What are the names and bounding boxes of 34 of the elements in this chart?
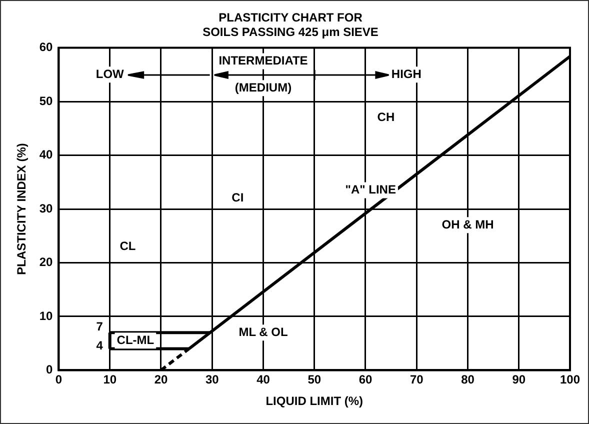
x-tick-label: 10 bbox=[103, 372, 117, 387]
x-tick-label: 40 bbox=[256, 372, 270, 387]
y-tick-label: 0 bbox=[46, 362, 54, 377]
annotation: ML & OL bbox=[238, 324, 288, 339]
annotation: CL bbox=[120, 238, 136, 253]
annotation: 7 bbox=[96, 320, 104, 334]
x-tick-label: 0 bbox=[55, 372, 62, 387]
annotation: HIGH bbox=[391, 66, 422, 81]
x-tick-label: 60 bbox=[358, 372, 372, 387]
y-tick-label: 10 bbox=[39, 308, 54, 323]
annotation: LOW bbox=[96, 66, 125, 81]
annotation: 4 bbox=[96, 338, 104, 352]
x-tick-label: 70 bbox=[410, 372, 424, 387]
annotation: "A" LINE bbox=[345, 182, 396, 197]
annotation: CL-ML bbox=[116, 332, 154, 347]
y-tick-label: 50 bbox=[39, 94, 54, 108]
x-tick-label: 20 bbox=[154, 372, 168, 387]
annotation: CI bbox=[232, 190, 244, 205]
x-tick-label: 80 bbox=[461, 372, 475, 387]
y-tick-label: 60 bbox=[39, 40, 54, 54]
x-axis-title: LIQUID LIMIT (%) bbox=[266, 394, 364, 408]
x-tick-label: 30 bbox=[205, 372, 220, 387]
annotation: OH & MH bbox=[442, 217, 494, 232]
y-tick-label: 30 bbox=[39, 201, 54, 216]
chart-title: PLASTICITY CHART FOR SOILS PASSING 425 μm SIEVE bbox=[202, 10, 378, 39]
y-axis-title: PLASTICITY INDEX (%) bbox=[14, 143, 29, 275]
x-tick-label: 90 bbox=[512, 372, 526, 387]
x-tick-label: 100 bbox=[560, 372, 580, 387]
x-tick-label: 50 bbox=[308, 372, 322, 387]
annotation: (MEDIUM) bbox=[234, 80, 292, 94]
y-tick-label: 20 bbox=[39, 255, 54, 270]
annotation: CH bbox=[377, 110, 395, 124]
annotation: INTERMEDIATE bbox=[218, 54, 308, 68]
y-tick-label: 40 bbox=[39, 148, 54, 162]
